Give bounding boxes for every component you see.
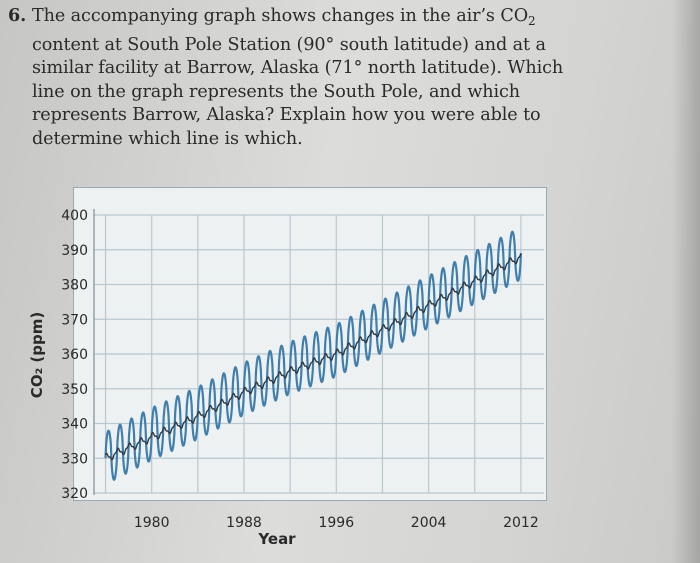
x-tick-label: 1988: [226, 515, 262, 531]
question-line-2: content at South Pole Station (90° south…: [32, 34, 546, 55]
y-tick-label: 320: [61, 486, 88, 502]
x-axis-title: Year: [257, 530, 296, 548]
question-number: 6.: [8, 5, 27, 26]
y-tick-label: 330: [61, 451, 88, 467]
x-tick-label: 1996: [318, 515, 354, 531]
question-line-5: represents Barrow, Alaska? Explain how y…: [32, 105, 541, 125]
y-tick-label: 370: [61, 312, 88, 328]
y-tick-label: 340: [61, 417, 88, 433]
y-tick-label: 390: [61, 243, 88, 259]
question-line-3: similar facility at Barrow, Alaska (71° …: [32, 58, 564, 78]
series-layer: [104, 230, 523, 481]
y-tick-label: 400: [61, 208, 88, 224]
page-edge-shadow: [672, 0, 700, 563]
tick-layer: 320 330 340 350 360 370 380 390 400 1980 1988 1996 2…: [61, 208, 538, 531]
question-line-6: determine which line is which.: [32, 128, 303, 149]
x-tick-label: 1980: [134, 515, 170, 531]
co2-subscript: 2: [528, 14, 536, 28]
y-tick-label: 360: [61, 347, 88, 363]
question-6: 6. The accompanying graph shows changes i…: [8, 4, 648, 151]
series-line-smooth: [104, 253, 522, 461]
x-tick-label: 2004: [411, 515, 447, 531]
question-line-4: line on the graph represents the South P…: [32, 81, 521, 102]
y-axis-title: CO₂ (ppm): [28, 312, 46, 398]
series-line-seasonal: [104, 230, 523, 481]
y-tick-label: 380: [61, 278, 88, 294]
x-tick-label: 2012: [503, 515, 539, 531]
question-text-1: The accompanying graph shows changes in …: [32, 6, 529, 26]
question-line-1: 6. The accompanying graph shows changes i…: [8, 4, 648, 34]
y-tick-label: 350: [61, 382, 88, 398]
